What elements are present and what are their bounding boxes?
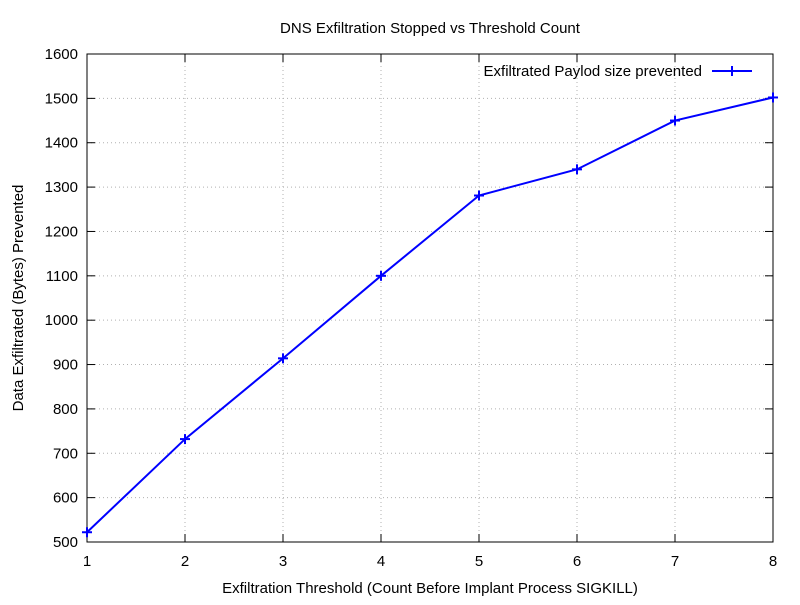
y-tick-label: 700 [53,445,78,462]
data-point [376,270,386,281]
y-tick-label: 1200 [45,223,78,240]
y-tick-label: 800 [53,401,78,418]
x-tick-label: 7 [671,553,679,570]
x-tick-label: 4 [377,553,385,570]
axes [86,53,774,543]
chart-title: DNS Exfiltration Stopped vs Threshold Co… [280,20,581,37]
y-tick-label: 1500 [45,90,78,107]
y-tick-label: 1100 [46,268,78,285]
data-point [180,434,190,445]
data-point [278,353,288,364]
y-tick-label: 1300 [45,179,78,196]
x-tick-label: 1 [83,553,91,570]
plot-frame [86,53,774,543]
x-tick-label: 8 [769,553,777,570]
data-point [474,190,484,201]
legend: Exfiltrated Paylod size prevented [484,63,752,80]
x-tick-label: 2 [181,553,189,570]
data-point [768,92,778,103]
x-axis-label: Exfiltration Threshold (Count Before Imp… [222,580,638,597]
y-tick-label: 900 [53,357,78,374]
x-tick-label: 3 [279,553,287,570]
series [82,92,778,538]
y-tick-label: 1400 [45,135,78,152]
ticks: 500 600 700 800 900 1000 1100 1200 1300 1400 1500 1… [45,46,778,570]
x-tick-label: 6 [573,553,581,570]
y-axis-label: Data Exfiltrated (Bytes) Prevented [10,185,27,412]
y-tick-label: 1000 [45,312,78,329]
y-tick-label: 600 [53,490,78,507]
grid [87,54,773,542]
legend-label: Exfiltrated Paylod size prevented [484,63,702,80]
data-point [82,527,92,538]
data-point [572,164,582,175]
y-tick-label: 500 [53,534,78,551]
data-point [670,115,680,126]
x-tick-label: 5 [475,553,483,570]
series-line [86,96,774,533]
y-tick-label: 1600 [45,46,78,63]
